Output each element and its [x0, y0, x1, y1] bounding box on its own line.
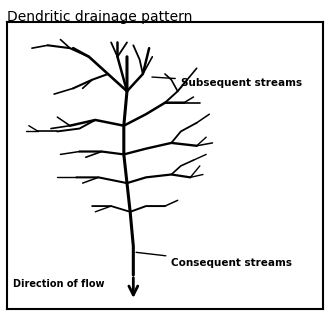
Text: Consequent streams: Consequent streams	[136, 252, 292, 269]
Text: Subsequent streams: Subsequent streams	[152, 77, 302, 88]
Text: Dendritic drainage pattern: Dendritic drainage pattern	[7, 10, 192, 24]
Text: Direction of flow: Direction of flow	[13, 278, 104, 289]
